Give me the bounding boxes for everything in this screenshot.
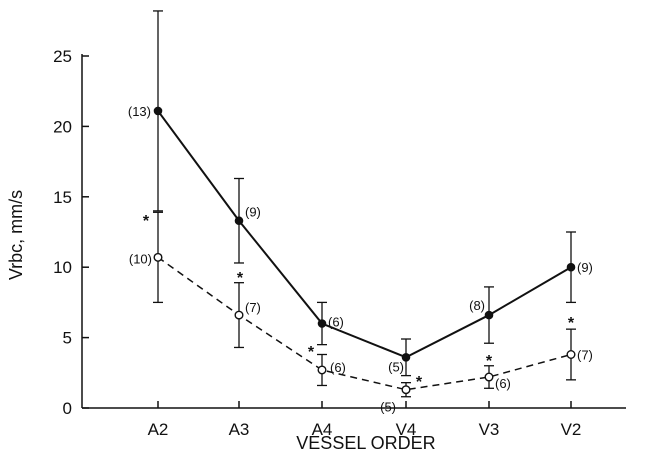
series-2-point — [317, 365, 327, 375]
significance-asterisk: * — [237, 270, 244, 287]
y-tick-label: 25 — [53, 47, 72, 66]
series-1-n-label: (13) — [128, 104, 151, 119]
plot-area: 0 5 10 15 20 25 A2 A3 A4 V4 V3 V2 (13) (9) (6) (5) (8) (9… — [53, 10, 626, 439]
y-tick-label: 10 — [53, 258, 72, 277]
y-tick-label: 20 — [53, 117, 72, 136]
x-tick-label: V4 — [396, 420, 417, 439]
significance-asterisk: * — [416, 374, 423, 391]
significance-asterisk: * — [486, 353, 493, 370]
series-2-line — [157, 256, 572, 391]
significance-asterisk: * — [568, 315, 575, 332]
series-1-point — [566, 262, 576, 272]
series-1-point — [234, 216, 244, 226]
series-1-n-label: (6) — [328, 315, 344, 330]
x-tick-label: A3 — [229, 420, 250, 439]
significance-asterisk: * — [308, 344, 315, 361]
series-1-n-label: (9) — [245, 205, 261, 220]
series-1-n-label: (5) — [388, 359, 404, 374]
x-tick-label: A4 — [312, 420, 333, 439]
y-tick-label: 5 — [63, 329, 72, 348]
x-tick-label: A2 — [148, 420, 169, 439]
series-2-n-label: (7) — [245, 300, 261, 315]
series-2-point — [401, 385, 411, 395]
series-2-n-label: (6) — [330, 360, 346, 375]
significance-asterisk: * — [143, 213, 150, 230]
y-tick-label: 0 — [63, 399, 72, 418]
series-1-point — [317, 319, 327, 328]
y-tick-label: 15 — [53, 188, 72, 207]
series-1-point — [401, 353, 411, 362]
series-2-n-label: (6) — [495, 376, 511, 391]
series-1-line — [157, 110, 572, 359]
series-1-n-label: (9) — [577, 260, 593, 275]
y-axis-title: Vrbc, mm/s — [6, 190, 26, 280]
series-2-point — [566, 349, 576, 359]
series-2-n-label: (5) — [380, 400, 396, 415]
x-axis-title: VESSEL ORDER — [296, 433, 435, 453]
series-2-point — [484, 372, 494, 382]
x-tick-label: V2 — [561, 420, 582, 439]
series-2-point — [234, 310, 244, 320]
series-2-n-label: (7) — [577, 347, 593, 362]
series-2-n-label: (10) — [129, 251, 152, 266]
series-2-point — [153, 252, 163, 262]
series-1-n-label: (8) — [469, 298, 485, 313]
x-tick-label: V3 — [479, 420, 500, 439]
series-1-point — [153, 106, 163, 116]
series-1-point — [484, 310, 494, 320]
